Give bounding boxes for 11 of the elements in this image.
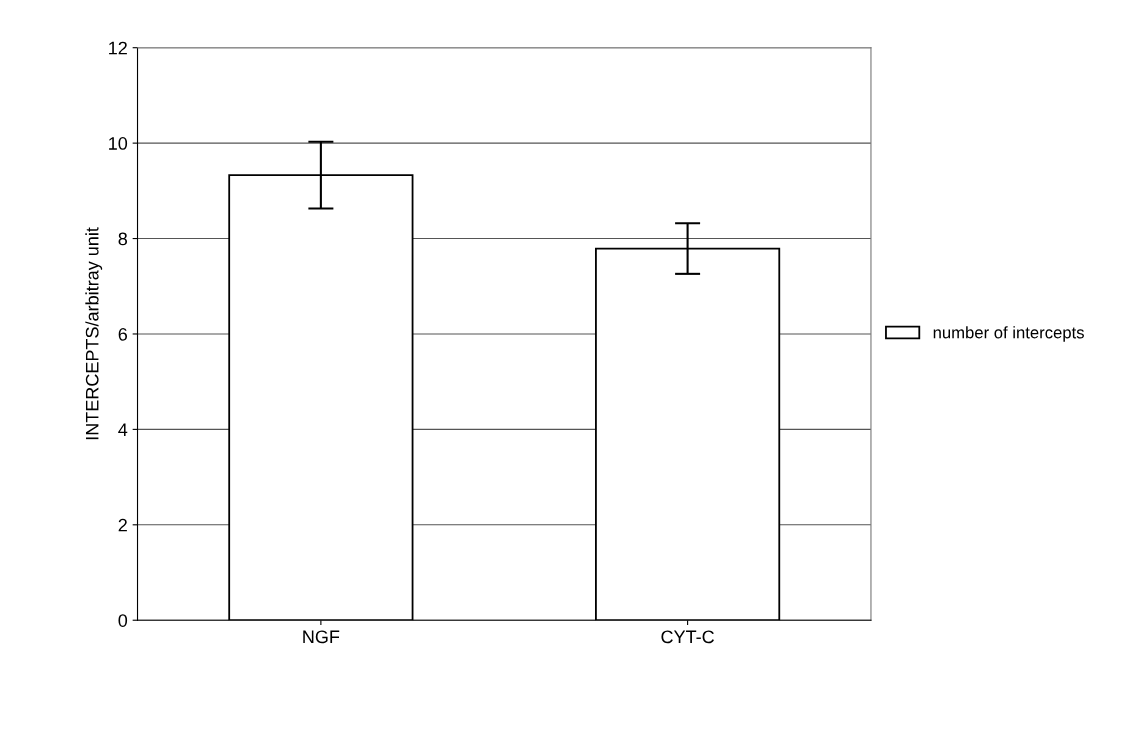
y-tick-label: 0 — [118, 614, 128, 627]
y-tick-label: 10 — [109, 137, 128, 150]
legend-label: number of intercepts — [933, 326, 1084, 342]
y-tick-label: 4 — [118, 423, 128, 436]
y-tick-label: 2 — [118, 518, 127, 532]
x-tick-label: NGF — [303, 630, 340, 644]
x-tick-label: CYT-C — [661, 630, 714, 644]
y-tick-label: 8 — [118, 232, 128, 246]
y-tick-label: 12 — [109, 41, 127, 55]
y-tick-label: 6 — [118, 327, 128, 341]
y-axis-title: INTERCEPTS/arbitray unit — [85, 227, 103, 440]
